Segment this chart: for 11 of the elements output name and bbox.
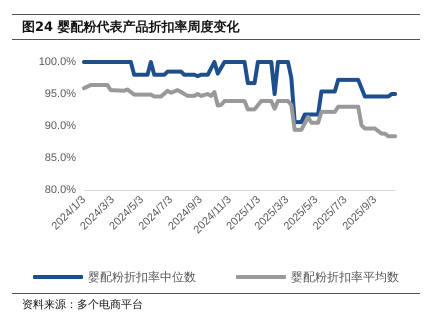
line-series: [82, 60, 397, 124]
y-tick-label: 85.0%: [44, 152, 76, 164]
y-tick-label: 95.0%: [44, 88, 76, 100]
y-tick-label: 90.0%: [44, 120, 76, 132]
text: 资料来源：多个电商平台: [12, 293, 420, 315]
y-tick-label: 80.0%: [44, 184, 76, 196]
chart-title: 图24 婴配粉代表产品折扣率周度变化: [12, 14, 420, 40]
legend-label: 婴配粉折扣率中位数: [88, 270, 196, 284]
y-tick-label: 100.0%: [38, 56, 76, 68]
legend-label: 婴配粉折扣率平均数: [291, 270, 399, 284]
line-series: [82, 83, 397, 138]
